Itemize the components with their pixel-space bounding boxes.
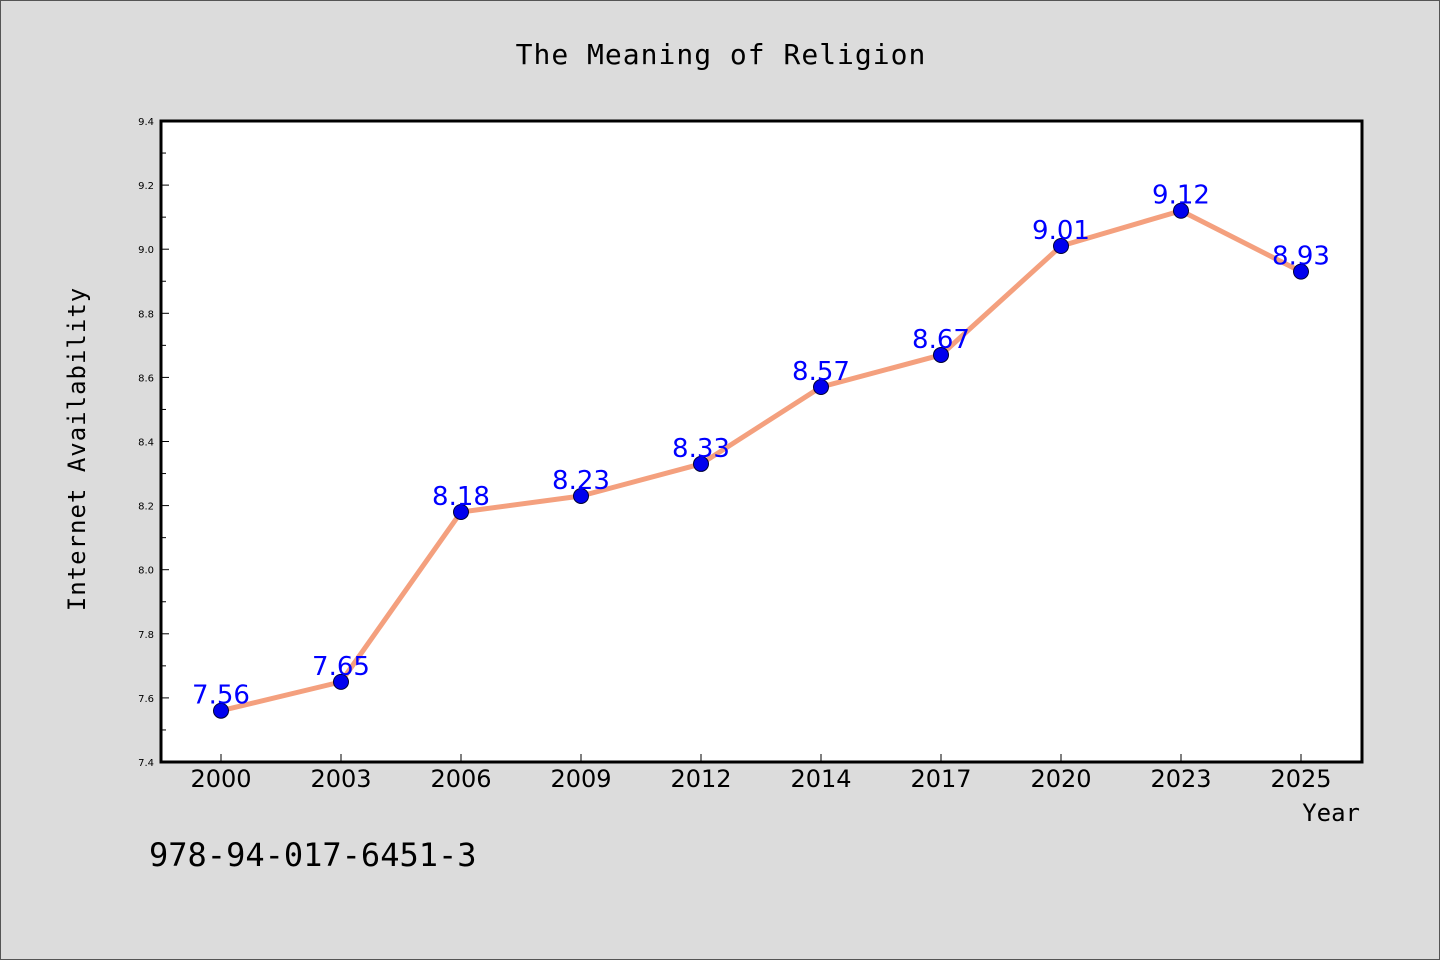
y-tick-label: 8.8 <box>138 309 154 320</box>
data-label: 8.33 <box>672 434 730 464</box>
data-label: 7.56 <box>192 681 250 711</box>
x-tick-label: 2003 <box>310 765 371 793</box>
y-tick-label: 9.2 <box>138 181 154 192</box>
y-tick-label: 7.4 <box>138 758 154 769</box>
y-tick-label: 9.0 <box>138 245 154 256</box>
data-point-marker <box>333 673 349 690</box>
chart-title: The Meaning of Religion <box>516 38 927 71</box>
data-label: 8.18 <box>432 482 490 512</box>
series-line <box>218 208 1304 714</box>
data-label: 8.57 <box>792 357 850 387</box>
data-point-marker <box>693 455 709 472</box>
data-point-marker <box>1053 237 1069 254</box>
x-tick-label: 2023 <box>1150 765 1211 793</box>
y-tick-label: 8.2 <box>138 502 154 513</box>
data-label: 9.01 <box>1032 216 1090 246</box>
data-point-marker <box>573 487 589 504</box>
x-tick-label: 2020 <box>1030 765 1091 793</box>
data-label: 8.93 <box>1272 242 1330 272</box>
x-tick-label: 2006 <box>430 765 491 793</box>
x-tick-label: 2009 <box>550 765 611 793</box>
data-point-marker <box>1173 202 1189 219</box>
y-tick-label: 8.6 <box>138 373 154 384</box>
data-label: 8.67 <box>912 325 970 355</box>
x-tick-label: 2000 <box>190 765 251 793</box>
x-tick-label: 2025 <box>1270 765 1331 793</box>
data-label: 9.12 <box>1152 181 1210 211</box>
data-point-marker <box>453 504 469 521</box>
x-axis-label: Year <box>1302 799 1360 827</box>
x-tick-label: 2017 <box>910 765 971 793</box>
data-label: 7.65 <box>312 652 370 682</box>
y-tick-label: 8.0 <box>138 566 154 577</box>
series-group: 7.56 7.65 8.18 8.23 8.33 8.57 8.67 9.01 9.12 8.93 <box>192 181 1330 719</box>
x-axis-ticks: 2000 2003 2006 2009 2012 2014 2017 2020 2023 2025 <box>190 754 1332 793</box>
data-label: 8.23 <box>552 466 610 496</box>
data-point-marker <box>933 346 949 363</box>
y-tick-label: 9.4 <box>138 117 154 128</box>
x-tick-label: 2012 <box>670 765 731 793</box>
y-axis-ticks: 7.4 7.6 7.8 8.0 8.2 8.4 8.6 8.8 9.0 9.2 9.4 <box>138 117 169 769</box>
x-tick-label: 2014 <box>790 765 851 793</box>
data-point-marker <box>1293 263 1309 280</box>
y-tick-label: 7.6 <box>138 694 154 705</box>
y-tick-label: 8.4 <box>138 438 154 449</box>
data-point-marker <box>813 379 829 396</box>
y-axis-label: Internet Availability <box>63 287 91 611</box>
data-point-marker <box>213 702 229 719</box>
isbn-footer: 978-94-017-6451-3 <box>149 836 477 874</box>
y-tick-label: 7.8 <box>138 630 154 641</box>
